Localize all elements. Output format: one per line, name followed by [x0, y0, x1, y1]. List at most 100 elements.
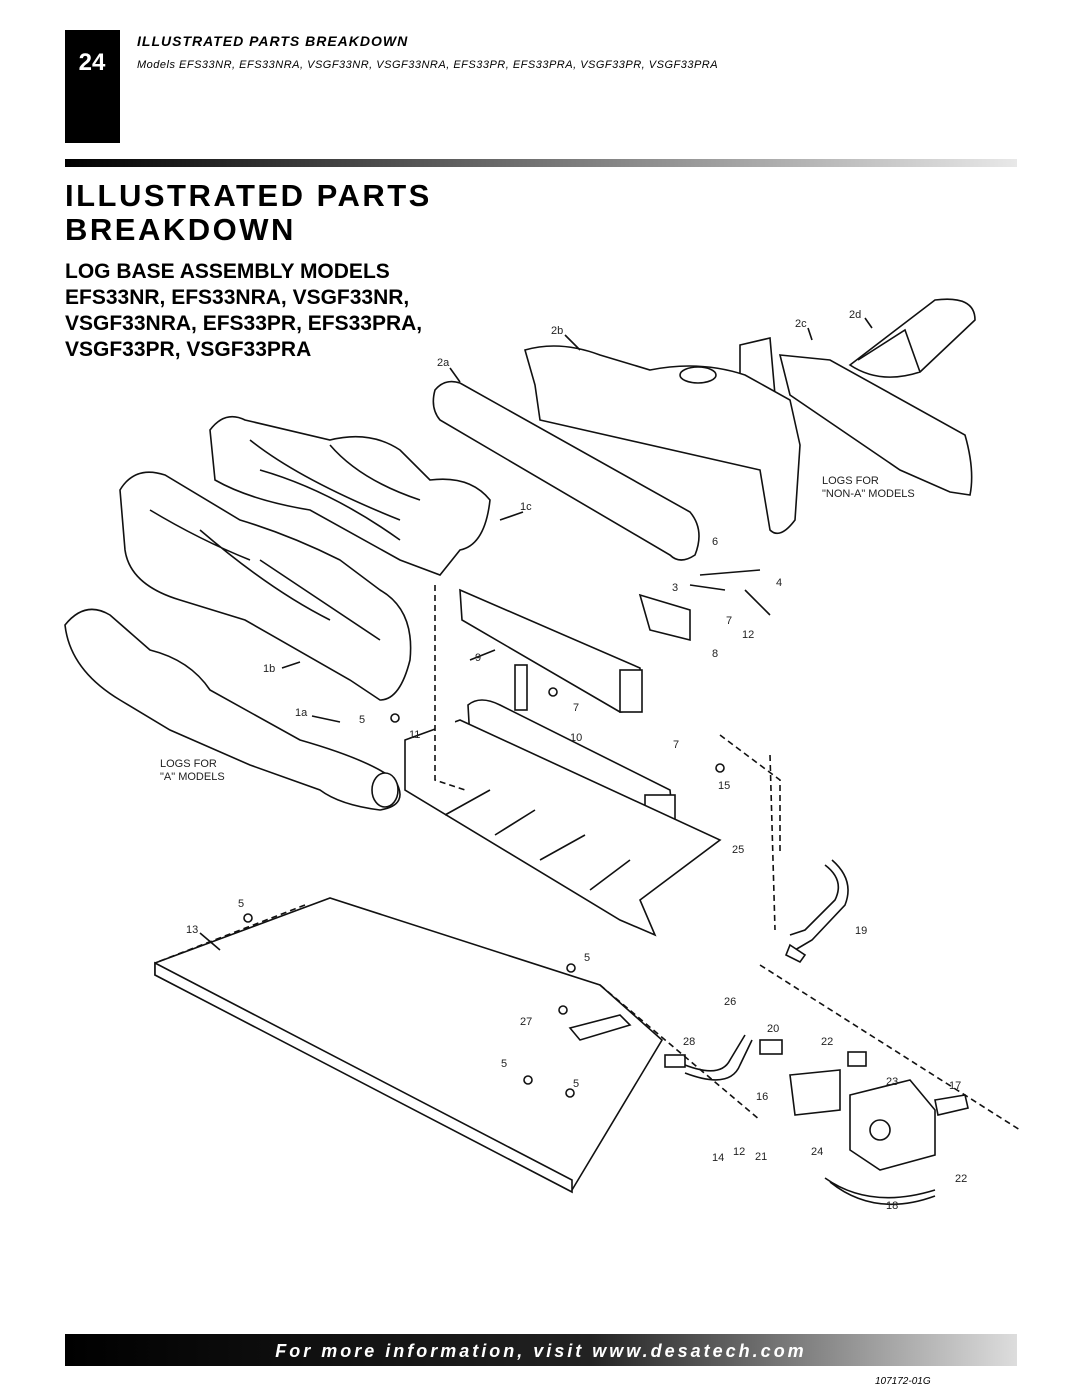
log-2b-part	[679, 366, 717, 384]
callout: 9	[475, 652, 481, 664]
page-number: 24	[79, 49, 106, 76]
subtitle: VSGF33PR, VSGF33PRA	[65, 338, 311, 361]
log-1a	[64, 608, 401, 811]
screws-part	[548, 687, 558, 697]
callout: 3	[672, 582, 678, 594]
leads	[824, 1177, 936, 1206]
screws-part	[566, 963, 576, 973]
pilot-assembly-part	[689, 569, 771, 616]
log-2b-part	[524, 345, 801, 535]
log-2d-part	[857, 328, 921, 373]
base-panel-part	[154, 897, 664, 1192]
callout: 2c	[795, 318, 807, 330]
leads-part	[824, 1177, 936, 1206]
callout: 25	[732, 844, 744, 856]
pilot-assembly	[638, 569, 771, 642]
pilot-assembly-part	[638, 593, 691, 642]
screws-part	[558, 1005, 568, 1015]
callout: 1c	[520, 501, 532, 513]
callout: 27	[520, 1016, 532, 1028]
log-2b	[524, 345, 801, 535]
valve-part	[847, 1051, 867, 1067]
valve	[789, 1051, 969, 1171]
document-code: 107172-01G	[875, 1376, 931, 1387]
log-2c	[739, 337, 973, 496]
callout: 5	[501, 1058, 507, 1070]
footer-banner	[65, 1334, 1017, 1366]
callout: 12	[733, 1146, 745, 1158]
screws-part	[243, 913, 253, 923]
screws-part	[565, 1088, 575, 1098]
grate-part	[444, 789, 631, 891]
callout: 11	[409, 729, 420, 741]
flex-hose-part	[679, 1034, 753, 1081]
log-1b	[119, 471, 412, 701]
base-panel-part	[568, 1014, 632, 1041]
callout: 20	[767, 1023, 779, 1035]
gas-line	[784, 859, 849, 964]
flex-hose-part	[664, 1054, 686, 1068]
callout: 2b	[551, 325, 563, 337]
callout: 13	[186, 924, 198, 936]
callout: 28	[683, 1036, 695, 1048]
callout: 7	[673, 739, 679, 751]
models-line: Models EFS33NR, EFS33NRA, VSGF33NR, VSGF…	[137, 59, 718, 71]
log-2a-part	[432, 380, 700, 561]
flex-hose	[664, 1034, 783, 1081]
callouts: 2a 2b 2c 2d 1c 6 3 4 7 12 9 8 1b 1a 5 7 …	[186, 309, 967, 1212]
subtitle: VSGF33NRA, EFS33PR, EFS33PRA,	[65, 312, 422, 335]
footer-text: For more information, visit www.desatech…	[275, 1341, 806, 1361]
group-label: LOGS FOR	[822, 475, 879, 487]
burner-bottom-part	[514, 664, 528, 711]
callout: 2a	[437, 357, 450, 369]
burner-top-part	[619, 669, 643, 713]
log-1b-part	[149, 509, 381, 641]
log-2d	[848, 298, 976, 378]
callout: 5	[573, 1078, 579, 1090]
callout: 24	[811, 1146, 823, 1158]
group-label: "A" MODELS	[160, 771, 225, 783]
burner-top	[459, 588, 643, 713]
callout: 23	[886, 1076, 898, 1088]
title: BREAKDOWN	[65, 212, 296, 247]
callout: 8	[712, 648, 718, 660]
subtitle: LOG BASE ASSEMBLY MODELS	[65, 260, 390, 283]
subtitle: EFS33NR, EFS33NRA, VSGF33NR,	[65, 286, 409, 309]
callout: 6	[712, 536, 718, 548]
leader-lines	[154, 317, 1021, 1131]
page-number-box	[65, 30, 120, 143]
callout: 18	[886, 1200, 898, 1212]
gas-line-part	[784, 943, 807, 964]
log-2a	[432, 380, 700, 561]
callout: 1a	[295, 707, 308, 719]
callout: 1b	[263, 663, 275, 675]
callout: 16	[756, 1091, 768, 1103]
log-1b-part	[119, 471, 412, 701]
screws-part	[390, 713, 400, 723]
log-1a-part	[371, 772, 399, 808]
callout: 22	[955, 1173, 967, 1185]
section-header: ILLUSTRATED PARTS BREAKDOWN	[137, 33, 408, 49]
base-panel	[154, 897, 664, 1194]
log-1c	[209, 415, 491, 576]
divider	[65, 159, 1017, 167]
valve-part	[869, 1119, 891, 1141]
title: ILLUSTRATED PARTS	[65, 178, 432, 213]
screws-part	[523, 1075, 533, 1085]
leader-lines-part	[199, 317, 873, 951]
callout: 5	[238, 898, 244, 910]
valve-part	[789, 1069, 841, 1116]
grate-part	[404, 719, 722, 937]
callout: 10	[570, 732, 582, 744]
callout: 26	[724, 996, 736, 1008]
callout: 21	[755, 1151, 767, 1163]
callout: 5	[584, 952, 590, 964]
callout: 7	[726, 615, 732, 627]
screws-part	[715, 763, 725, 773]
log-2c-part	[778, 354, 973, 496]
grate	[404, 719, 722, 937]
callout: 5	[359, 714, 365, 726]
callout: 19	[855, 925, 867, 937]
flex-hose-part	[759, 1039, 783, 1055]
